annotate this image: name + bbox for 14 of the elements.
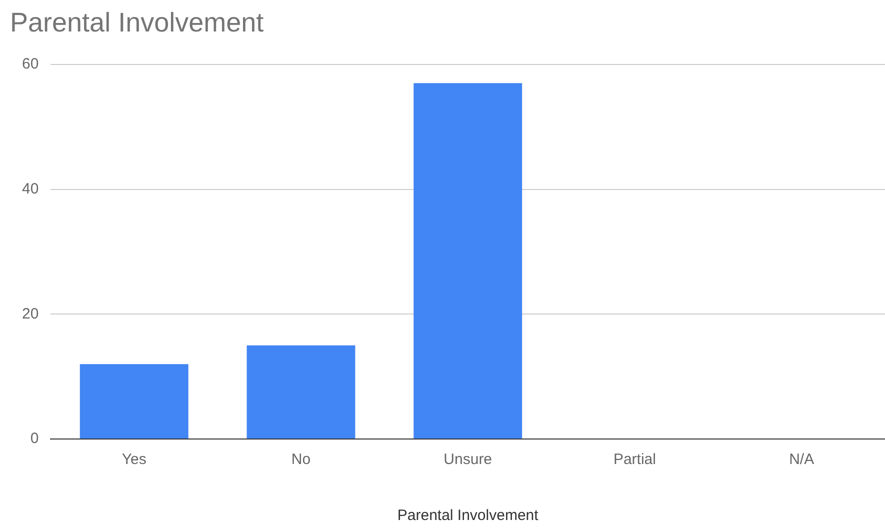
bar	[246, 345, 356, 438]
x-tick-label: Yes	[122, 451, 146, 468]
x-tick-label: No	[291, 451, 311, 468]
y-tick-label: 20	[22, 305, 39, 322]
y-tick-label: 60	[22, 56, 39, 73]
x-tick-label: Partial	[613, 451, 656, 468]
bar	[80, 364, 188, 438]
x-tick-label: N/A	[789, 451, 814, 468]
y-tick-label: 40	[22, 180, 39, 198]
x-axis-title: Parental Involvement	[397, 507, 540, 524]
y-tick-label: 0	[30, 430, 39, 448]
x-tick-label: Unsure	[444, 451, 492, 468]
bar	[414, 83, 522, 438]
chart-title: Parental Involvement	[10, 8, 264, 38]
